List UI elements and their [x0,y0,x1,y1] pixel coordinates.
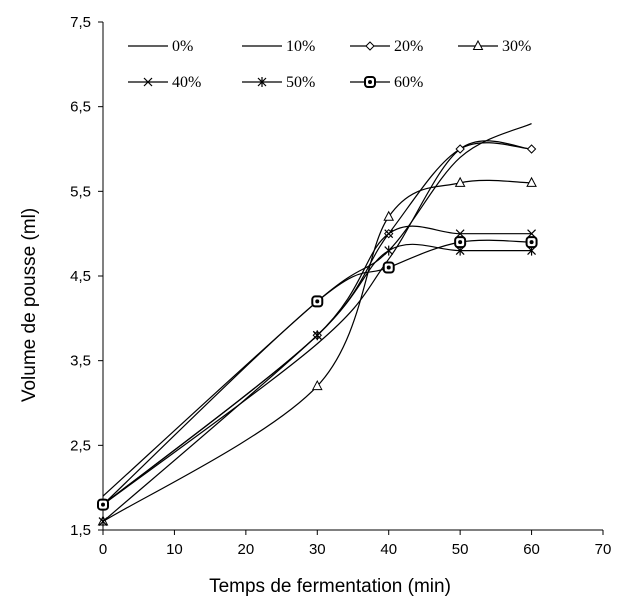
data-point [311,295,324,308]
data-point [257,77,267,87]
data-point [384,229,394,239]
data-point [454,236,467,249]
data-point [382,261,395,274]
y-tick-label: 5,5 [70,183,91,200]
data-point [365,41,375,51]
legend-item: 0% [128,38,193,55]
y-tick-label: 3,5 [70,353,91,370]
data-point [312,330,322,341]
data-point [143,77,153,87]
data-point [97,498,109,511]
x-axis-title: Temps de fermentation (min) [209,576,451,597]
legend-label: 10% [286,38,315,55]
x-tick-label: 30 [309,541,326,558]
series-30pct [97,176,537,526]
data-point [472,39,484,50]
data-point [454,176,466,187]
y-ticks: 1,5 2,5 3,5 4,5 5,5 6,5 7,5 [70,14,103,539]
y-tick-label: 4,5 [70,268,91,285]
data-point [383,210,395,221]
legend-item: 60% [350,74,423,91]
x-ticks: 0 10 20 30 40 50 60 70 [99,530,612,558]
x-tick-label: 70 [595,541,612,558]
data-point [526,144,537,154]
data-point [364,76,376,88]
y-tick-label: 7,5 [70,14,91,31]
series-line [102,179,532,523]
series-60pct [97,236,538,511]
series-20pct [98,142,537,510]
data-point [98,516,108,527]
legend-item: 20% [350,38,423,55]
series-line [102,243,532,522]
data-point [526,176,537,187]
legend-item: 10% [242,38,315,55]
legend: 0% 10% 20% 30% 40% 50% 60% [128,38,531,91]
x-tick-label: 40 [380,541,397,558]
legend-label: 40% [172,74,201,91]
y-tick-label: 1,5 [70,522,91,539]
legend-label: 50% [286,74,315,91]
series-line [102,142,532,506]
legend-item: 40% [128,74,201,91]
data-point [384,245,394,256]
data-point [311,379,323,391]
x-tick-label: 60 [523,541,540,558]
data-point [455,144,465,154]
series-line [102,225,532,506]
legend-label: 60% [394,74,423,91]
series-line [102,239,532,506]
series-line [102,123,532,497]
data-point [525,236,538,249]
x-tick-label: 10 [166,541,183,558]
legend-label: 20% [394,38,423,55]
legend-item: 30% [458,38,531,55]
y-tick-label: 6,5 [70,99,91,116]
legend-label: 0% [172,38,193,55]
series-0pct [102,123,532,497]
x-tick-label: 0 [99,541,107,558]
series-40pct [98,225,536,510]
series-group [97,123,538,527]
y-tick-label: 2,5 [70,437,91,454]
x-tick-label: 20 [238,541,255,558]
legend-item: 50% [242,74,315,91]
series-line [102,140,532,506]
y-axis-title: Volume de pousse (ml) [19,208,40,402]
x-tick-label: 50 [452,541,469,558]
series-10pct [102,140,532,506]
legend-label: 30% [502,38,531,55]
